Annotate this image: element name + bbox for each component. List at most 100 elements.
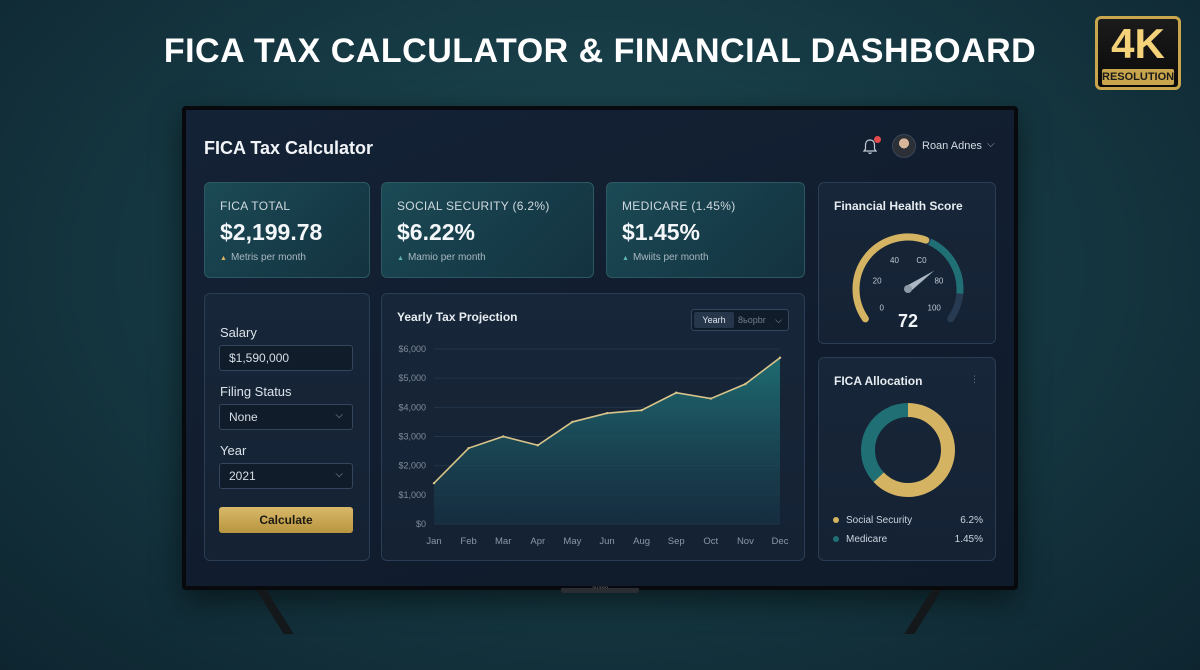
chevron-down-icon: ⌵ [335, 469, 343, 480]
data-point [467, 446, 470, 450]
badge-4k-text: 4K [1111, 20, 1165, 67]
y-tick-label: $0 [416, 519, 426, 529]
legend-dot [833, 536, 839, 543]
triangle-up-icon: ▲ [622, 255, 629, 262]
x-tick-label: Aug [633, 536, 650, 547]
stat-sub: ▲ Mamio per month [397, 252, 486, 263]
gauge-tick-label: 40 [890, 256, 899, 265]
health-score-card: Financial Health Score 0 20 40 C0 80 100 72 [818, 182, 996, 344]
data-point [605, 411, 609, 415]
more-options-icon[interactable]: ⋮ [970, 374, 979, 384]
app-title: FICA Tax Calculator [204, 138, 374, 158]
headline: FICA TAX CALCULATOR & FINANCIAL DASHBOAR… [163, 32, 1037, 70]
tv-frame: FICA Tax Calculator Roan Adnes ⌵ FICA TO… [182, 106, 1018, 592]
gauge-tick-label: 20 [873, 277, 882, 286]
legend-pct: 6.2% [960, 515, 983, 526]
stat-card-social-security: SOCIAL SECURITY (6.2%) $6.22% ▲ Mamio per… [381, 182, 594, 278]
stat-card-fica-total: FICA TOTAL $2,199.78 ▲ Metris per month [204, 182, 370, 278]
y-tick-label: $1,000 [398, 490, 426, 500]
y-tick-label: $6,000 [398, 344, 426, 354]
gauge-score: 72 [898, 311, 918, 331]
gauge-teal-segment [928, 238, 964, 294]
filing-status-label: Filing Status [220, 384, 292, 399]
x-tick-label: Mar [495, 536, 511, 547]
chevron-down-icon: ⌵ [335, 410, 343, 421]
donut-slice [861, 403, 955, 497]
fica-allocation-card: FICA Allocation ⋮ Social Security 6.2% M… [818, 357, 996, 561]
x-tick-label: Nov [737, 536, 754, 547]
x-tick-label: Dec [772, 536, 789, 547]
resolution-badge: 4K RESOLUTION [1095, 16, 1181, 90]
tv-stand-base [561, 588, 639, 593]
projection-title: Yearly Tax Projection [397, 310, 518, 324]
dashboard-screen: FICA Tax Calculator Roan Adnes ⌵ FICA TO… [186, 110, 1014, 586]
legend-social-security: Social Security 6.2% [833, 515, 983, 526]
user-name[interactable]: Roan Adnes [922, 140, 982, 152]
tv-leg-right [904, 590, 942, 634]
year-value: 2021 [229, 469, 256, 483]
salary-label: Salary [220, 325, 257, 340]
data-point [536, 444, 539, 447]
gauge-gold-segment [852, 233, 930, 323]
badge-resolution-text: RESOLUTION [1102, 69, 1175, 85]
tv-leg-left [256, 590, 294, 634]
legend-pct: 1.45% [954, 534, 983, 545]
x-tick-label: Apr [530, 536, 545, 547]
legend-dot [833, 517, 839, 524]
x-tick-label: Feb [460, 536, 476, 547]
stat-value: $2,199.78 [220, 219, 323, 245]
y-tick-label: $5,000 [398, 373, 426, 383]
period-toggle[interactable]: Yearh 8ьopbr ⌵ [691, 309, 789, 331]
data-point [778, 356, 782, 359]
stat-value: $6.22% [397, 219, 476, 245]
yearly-projection-card: Yearly Tax Projection Yearh 8ьopbr ⌵ $6,… [381, 293, 805, 561]
allocation-donut [861, 403, 955, 497]
calculator-form: Salary $1,590,000 Filing Status None ⌵ Y… [204, 293, 370, 561]
allocation-title: FICA Allocation [834, 374, 923, 388]
stat-value: $1.45% [622, 219, 701, 245]
data-point [709, 397, 712, 400]
triangle-up-icon: ▲ [220, 255, 227, 262]
y-tick-label: $2,000 [398, 461, 426, 471]
chevron-down-icon[interactable]: ⌵ [987, 139, 995, 150]
projection-chart: $6,000 $5,000 $4,000 $3,000 $2,000 $1,000 $0Ja… [398, 344, 789, 547]
toggle-option-other[interactable]: 8ьopbr [738, 315, 766, 325]
filing-status-value: None [229, 410, 258, 424]
gauge-hub [904, 285, 912, 293]
stat-card-medicare: MEDICARE (1.45%) $1.45% ▲ Mwiits per mont… [606, 182, 805, 278]
legend-medicare: Medicare 1.45% [833, 534, 983, 545]
data-point [744, 382, 747, 386]
x-tick-label: Jan [426, 536, 441, 547]
health-gauge: 0 20 40 C0 80 100 72 [852, 233, 964, 331]
data-point [571, 420, 574, 424]
gauge-tick-label: 80 [934, 277, 943, 286]
data-point [640, 409, 643, 412]
avatar[interactable] [892, 134, 916, 158]
triangle-up-icon: ▲ [397, 255, 404, 262]
stat-label: FICA TOTAL [220, 199, 291, 213]
stat-label: SOCIAL SECURITY (6.2%) [397, 199, 550, 213]
year-label: Year [220, 443, 247, 458]
filing-status-select[interactable]: None ⌵ [219, 404, 353, 430]
x-tick-label: Jun [599, 536, 614, 547]
gauge-tick-label: C0 [916, 256, 927, 265]
data-point [675, 391, 678, 394]
x-tick-label: Sep [668, 536, 685, 547]
area-fill [434, 357, 780, 524]
data-point [432, 481, 436, 485]
notification-dot [874, 136, 881, 143]
salary-input[interactable]: $1,590,000 [219, 345, 353, 371]
salary-value: $1,590,000 [229, 351, 290, 365]
gauge-tick-label: 0 [880, 303, 885, 312]
stat-label: MEDICARE (1.45%) [622, 199, 736, 213]
chevron-down-icon[interactable]: ⌵ [775, 315, 782, 325]
calculate-button[interactable]: Calculate [219, 507, 353, 533]
stat-sub: ▲ Mwiits per month [622, 252, 709, 263]
y-tick-label: $3,000 [398, 432, 426, 442]
bell-icon[interactable] [862, 138, 878, 156]
year-select[interactable]: 2021 ⌵ [219, 463, 353, 489]
y-tick-label: $4,000 [398, 402, 426, 412]
x-tick-label: Oct [703, 536, 718, 547]
toggle-option-yearly[interactable]: Yearh [694, 312, 734, 328]
x-tick-label: May [563, 536, 581, 547]
